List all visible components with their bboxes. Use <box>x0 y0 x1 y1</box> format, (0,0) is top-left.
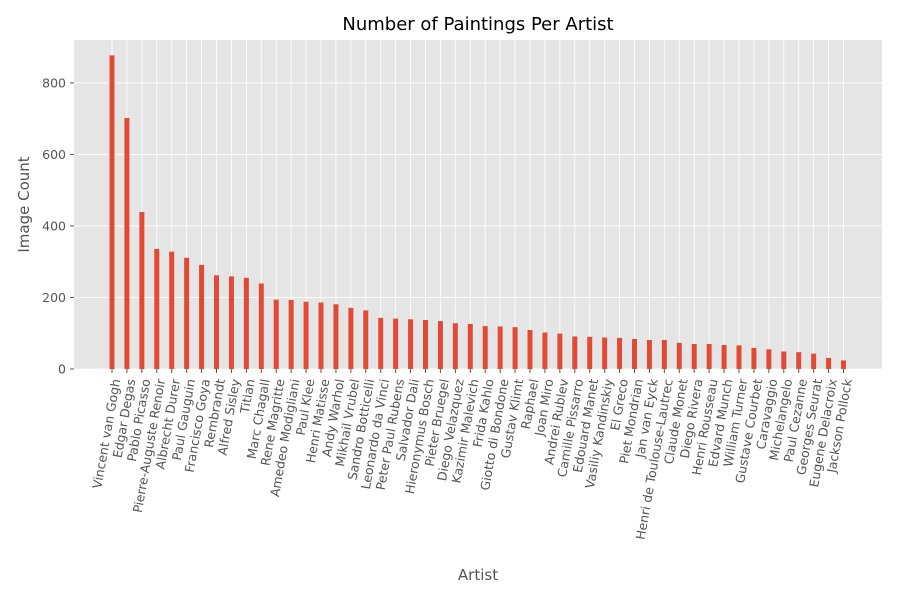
bar <box>512 327 518 369</box>
bar <box>587 336 593 369</box>
bar <box>617 337 623 369</box>
x-tick-label: Titian <box>237 378 258 416</box>
y-tick-label: 600 <box>42 147 66 162</box>
bar <box>811 353 817 369</box>
bar <box>646 340 652 369</box>
bar <box>766 349 772 369</box>
bar <box>363 310 369 369</box>
bar <box>542 332 548 369</box>
y-axis-label: Image Count <box>15 156 33 252</box>
bar <box>243 277 249 369</box>
bar <box>437 321 443 369</box>
bar <box>378 317 384 369</box>
bar <box>258 283 264 369</box>
bar <box>796 352 802 369</box>
bar <box>199 264 205 369</box>
bar <box>139 212 145 369</box>
bar <box>109 55 115 370</box>
bar <box>557 333 563 369</box>
bar <box>169 251 175 369</box>
bar <box>333 304 339 369</box>
bar <box>452 323 458 369</box>
bar <box>467 323 473 369</box>
y-tick-label: 400 <box>42 218 66 233</box>
bar <box>154 248 160 369</box>
bar <box>423 320 428 369</box>
bar <box>288 299 294 369</box>
chart-title: Number of Paintings Per Artist <box>342 14 613 35</box>
bar <box>527 330 533 369</box>
bar <box>303 301 309 369</box>
bar <box>736 345 742 369</box>
bar <box>348 307 354 369</box>
bar <box>676 342 682 369</box>
y-axis-ticks: 0 200 400 600 800 <box>42 75 74 377</box>
y-tick-label: 200 <box>42 290 66 305</box>
bar <box>124 117 130 369</box>
bar <box>408 319 414 369</box>
bar <box>691 343 697 369</box>
bar <box>228 276 234 369</box>
bar <box>751 347 757 369</box>
bar <box>721 345 727 369</box>
bar <box>184 257 190 369</box>
bar <box>572 336 578 369</box>
bar <box>826 357 832 369</box>
bars <box>109 55 846 370</box>
bar <box>482 326 488 369</box>
plot-background <box>74 40 882 369</box>
bar <box>602 337 608 369</box>
x-axis-label: Artist <box>458 566 498 584</box>
bar <box>706 343 712 369</box>
bar <box>214 275 219 369</box>
y-tick-label: 800 <box>42 75 66 90</box>
bar <box>273 299 279 369</box>
bar <box>393 318 399 369</box>
bar <box>661 340 667 369</box>
bar <box>632 338 637 369</box>
bar <box>497 326 503 369</box>
bar <box>318 302 324 369</box>
y-tick-label: 0 <box>58 362 66 377</box>
bar <box>781 351 787 369</box>
bar <box>841 360 846 369</box>
